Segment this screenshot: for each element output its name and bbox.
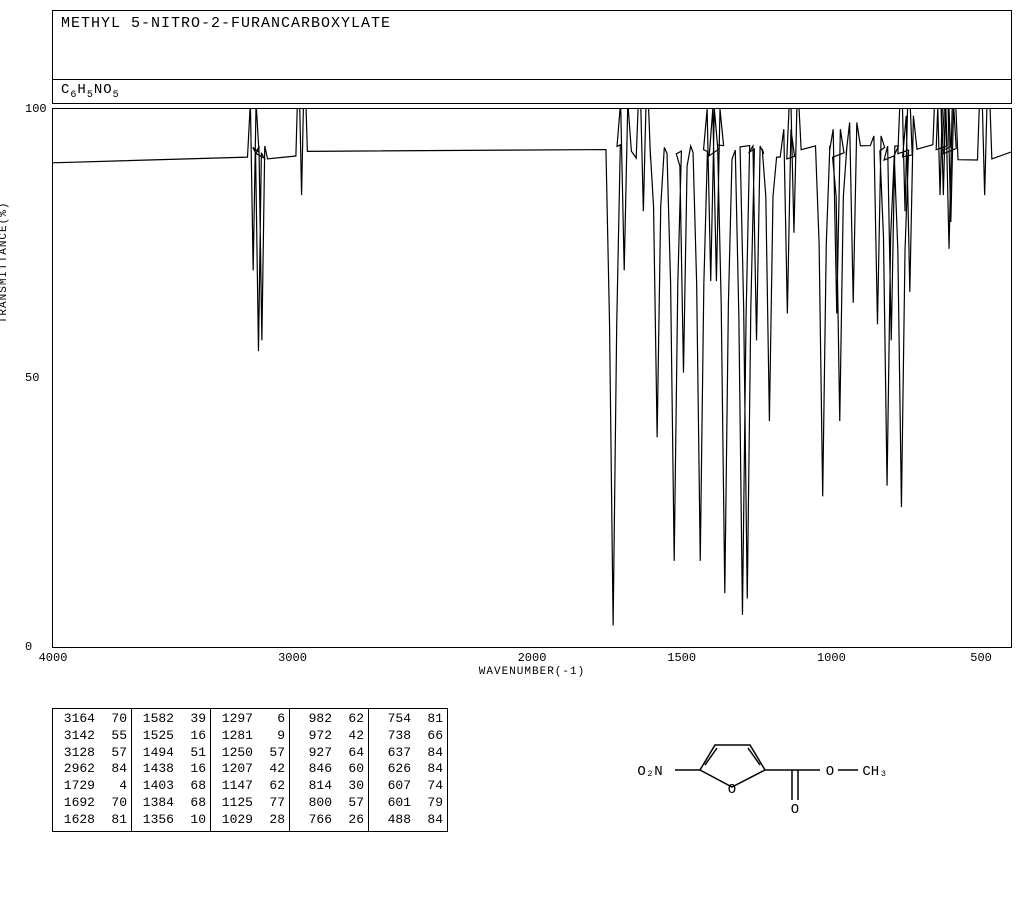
peak-row: 158239 [136,711,206,728]
y-tick: 50 [25,371,39,385]
peak-row: 102928 [215,812,285,829]
peak-column: 1582391525161494511438161403681384681356… [132,709,211,831]
x-tick: 1500 [667,651,696,665]
peak-row: 81430 [294,778,364,795]
title-box: METHYL 5-NITRO-2-FURANCARBOXYLATE [52,10,1012,80]
peak-row: 92764 [294,745,364,762]
peak-column: 1297612819125057120742114762112577102928 [211,709,290,831]
peak-row: 138468 [136,795,206,812]
x-tick: 500 [970,651,992,665]
carbonyl-o-label: O [791,802,799,818]
ir-spectrum-chart: TRANSMITTANCE(%) 05010040003000200015001… [12,108,1012,648]
peak-row: 296284 [57,761,127,778]
peak-row: 76626 [294,812,364,829]
peak-row: 125057 [215,745,285,762]
peak-column: 98262972429276484660814308005776626 [290,709,369,831]
plot-area: 05010040003000200015001000500 [52,108,1012,648]
peak-row: 114762 [215,778,285,795]
peak-row: 314255 [57,728,127,745]
structure-svg: O O₂N O O CH₃ [590,715,890,825]
peak-row: 75481 [373,711,443,728]
x-tick: 1000 [817,651,846,665]
nitro-label: O₂N [637,764,662,780]
peak-row: 12976 [215,711,285,728]
y-tick: 0 [25,640,32,654]
peak-row: 12819 [215,728,285,745]
x-axis-label: WAVENUMBER(-1) [52,666,1012,678]
peak-row: 63784 [373,745,443,762]
peak-row: 162881 [57,812,127,829]
formula-box: C6H5NO5 [52,80,1012,104]
peak-row: 60179 [373,795,443,812]
ring-oxygen-label: O [728,782,736,798]
molecular-formula: C6H5NO5 [61,82,120,98]
peak-row: 73866 [373,728,443,745]
peak-row: 84660 [294,761,364,778]
y-tick: 100 [25,102,47,116]
peak-row: 97242 [294,728,364,745]
peak-row: 120742 [215,761,285,778]
peak-row: 169270 [57,795,127,812]
ester-o-label: O [826,764,834,780]
peak-row: 98262 [294,711,364,728]
methyl-label: CH₃ [862,764,887,780]
peak-row: 152516 [136,728,206,745]
peak-row: 62684 [373,761,443,778]
compound-title: METHYL 5-NITRO-2-FURANCARBOXYLATE [61,15,391,32]
y-axis-label: TRANSMITTANCE(%) [0,201,10,323]
peak-row: 149451 [136,745,206,762]
x-tick: 2000 [518,651,547,665]
peak-row: 140368 [136,778,206,795]
x-tick: 3000 [278,651,307,665]
peak-row: 60774 [373,778,443,795]
peak-row: 143816 [136,761,206,778]
peak-column: 75481738666378462684607746017948884 [369,709,447,831]
x-tick: 4000 [39,651,68,665]
peak-row: 135610 [136,812,206,829]
peak-row: 80057 [294,795,364,812]
chemical-structure: O O₂N O O CH₃ [468,708,1012,832]
spectrum-svg [53,109,1011,647]
peak-row: 48884 [373,812,443,829]
peak-column: 3164703142553128572962841729416927016288… [53,709,132,831]
peak-table: 3164703142553128572962841729416927016288… [52,708,448,832]
peak-row: 112577 [215,795,285,812]
peak-row: 312857 [57,745,127,762]
peak-row: 316470 [57,711,127,728]
peak-row: 17294 [57,778,127,795]
